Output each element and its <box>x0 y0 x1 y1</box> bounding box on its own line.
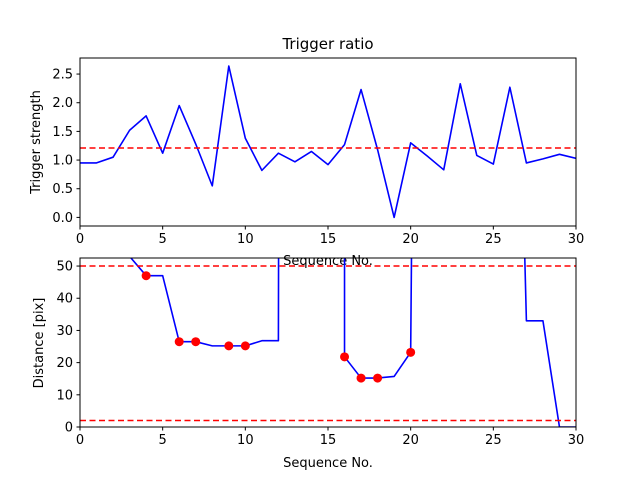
plot-area: 0 5 10 15 20 25 30 0.0 0.5 1.0 1.5 2.0 2.5 <box>52 57 585 247</box>
x-tick-label: 30 <box>568 433 585 448</box>
series-line-1 <box>129 258 280 347</box>
x-tick-label: 20 <box>402 232 419 247</box>
y-tick-label: 0.0 <box>52 211 73 226</box>
y-tick-label: 10 <box>56 388 73 403</box>
x-tick-label: 15 <box>320 232 337 247</box>
series-line-3 <box>523 258 576 427</box>
x-tick-label: 20 <box>402 433 419 448</box>
y-tick-label: 30 <box>56 324 73 339</box>
trigger-ratio-chart: Trigger ratio Trigger strength Sequence … <box>29 35 584 269</box>
x-axis-label: Sequence No. <box>283 456 373 471</box>
data-marker <box>356 373 366 383</box>
x-tick-label: 15 <box>320 433 337 448</box>
data-marker <box>406 347 416 357</box>
plot-content <box>80 258 576 427</box>
plot-area: 0 5 10 15 20 25 30 0 10 20 30 40 50 <box>56 257 585 448</box>
y-tick-label: 1.0 <box>52 154 73 169</box>
y-tick-label: 50 <box>56 260 73 275</box>
data-marker <box>224 341 234 351</box>
x-tick-label: 0 <box>76 433 84 448</box>
y-tick-label: 40 <box>56 292 73 307</box>
data-marker <box>240 341 250 351</box>
x-tick-label: 5 <box>159 232 167 247</box>
x-tick-label: 0 <box>76 232 84 247</box>
x-tick-label: 30 <box>568 232 585 247</box>
data-marker <box>340 352 350 362</box>
y-tick-label: 1.5 <box>52 125 73 140</box>
x-tick-label: 10 <box>237 433 254 448</box>
x-tick-label: 5 <box>159 433 167 448</box>
y-tick-label: 2.0 <box>52 96 73 111</box>
y-tick-label: 0.5 <box>52 182 73 197</box>
x-tick-label: 25 <box>485 433 502 448</box>
data-marker <box>373 373 383 383</box>
y-tick-label: 2.5 <box>52 68 73 83</box>
y-tick-label: 20 <box>56 356 73 371</box>
y-axis-label: Distance [pix] <box>32 298 47 389</box>
x-tick-label: 10 <box>237 232 254 247</box>
plot-content <box>80 65 576 219</box>
series-line-1 <box>80 65 576 219</box>
y-axis-label: Trigger strength <box>29 90 44 195</box>
chart-title: Trigger ratio <box>281 35 373 53</box>
data-marker <box>174 337 184 347</box>
x-tick-label: 25 <box>485 232 502 247</box>
data-marker <box>141 271 151 281</box>
data-marker <box>191 337 201 347</box>
distance-chart: Distance [pix] Sequence No. 0 5 10 15 20 25 30… <box>32 257 585 471</box>
y-tick-label: 0 <box>65 421 73 436</box>
